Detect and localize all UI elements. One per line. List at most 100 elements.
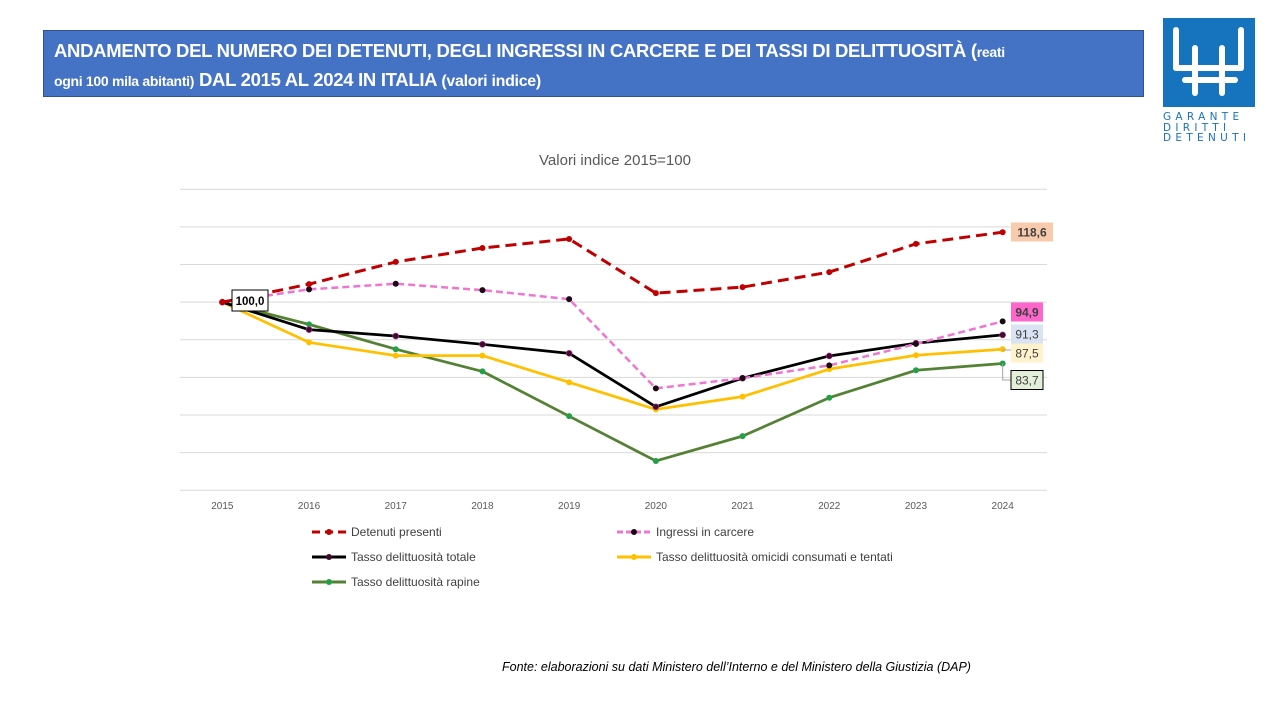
legend-label: Ingressi in carcere bbox=[656, 525, 755, 539]
legend-item: Ingressi in carcere bbox=[615, 525, 754, 539]
chart-title: Valori indice 2015=100 bbox=[539, 152, 691, 169]
data-point bbox=[479, 287, 486, 294]
data-point bbox=[392, 280, 399, 287]
title-small-2: ogni 100 mila abitanti) bbox=[54, 73, 195, 89]
data-point bbox=[999, 229, 1006, 236]
data-point bbox=[912, 240, 919, 247]
garante-h-logo-icon bbox=[1163, 18, 1255, 107]
data-point bbox=[912, 367, 919, 374]
series-line bbox=[222, 230, 1003, 304]
series-detenuti-presenti bbox=[219, 229, 1006, 306]
series-line bbox=[221, 300, 1003, 411]
data-point bbox=[392, 332, 400, 340]
series-tasso-delittuosit-omicidi-consumati-e-tentati bbox=[219, 299, 1006, 413]
title-line-1: ANDAMENTO DEL NUMERO DEI DETENUTI, DEGLI… bbox=[54, 37, 1133, 66]
series-tasso-delittuosit-rapine bbox=[219, 299, 1006, 464]
data-point bbox=[739, 375, 746, 382]
series-tasso-delittuosit-totale bbox=[219, 298, 1006, 411]
title-line2-main: DAL 2015 AL 2024 IN ITALIA bbox=[194, 69, 442, 90]
series-line bbox=[222, 300, 1003, 463]
data-labels: 118,6 94,9 91,3 87,5 83,7 100,0 bbox=[231, 222, 1053, 390]
data-point bbox=[826, 394, 833, 401]
end-label-box bbox=[1011, 324, 1043, 344]
title-main: ANDAMENTO DEL NUMERO DEI DETENUTI, DEGLI… bbox=[54, 40, 977, 61]
end-value-label: 118,6 bbox=[1017, 226, 1047, 240]
series-line bbox=[222, 282, 1003, 390]
label-leader-line bbox=[1002, 363, 1011, 381]
series-ingressi-in-carcere bbox=[219, 280, 1006, 392]
x-tick-label: 2017 bbox=[385, 501, 408, 512]
data-point bbox=[306, 339, 313, 346]
data-point bbox=[739, 284, 746, 291]
h-glyph-icon bbox=[1173, 27, 1244, 96]
end-value-label: 87,5 bbox=[1015, 347, 1039, 361]
legend-label: Tasso delittuosità rapine bbox=[351, 575, 480, 589]
gridlines bbox=[180, 188, 1047, 491]
x-tick-label: 2021 bbox=[731, 501, 754, 512]
data-point bbox=[826, 269, 833, 276]
data-point bbox=[565, 350, 573, 357]
x-tick-label: 2018 bbox=[471, 501, 494, 512]
data-point bbox=[825, 352, 833, 360]
annotation-box bbox=[231, 289, 269, 312]
data-point bbox=[739, 433, 746, 440]
data-point bbox=[912, 340, 919, 347]
data-point bbox=[652, 290, 659, 297]
data-point bbox=[479, 244, 486, 251]
logo-line-3: DETENUTI bbox=[1163, 132, 1251, 144]
data-point bbox=[826, 362, 833, 369]
data-point bbox=[479, 368, 486, 375]
legend-item: Tasso delittuosità rapine bbox=[310, 575, 480, 589]
legend-item: Detenuti presenti bbox=[310, 525, 442, 539]
series-line bbox=[221, 300, 1003, 409]
data-point bbox=[566, 296, 573, 303]
end-label-box bbox=[1010, 370, 1044, 390]
end-value-label: 94,9 bbox=[1015, 306, 1039, 320]
data-point bbox=[306, 281, 313, 288]
data-point bbox=[739, 393, 746, 400]
x-tick-label: 2023 bbox=[905, 501, 928, 512]
legend-item: Tasso delittuosità totale bbox=[310, 550, 476, 564]
logo-line-1: GARANTE bbox=[1163, 111, 1244, 123]
end-label-box bbox=[1011, 222, 1053, 242]
logo-text: GARANTE DIRITTI DETENUTI bbox=[1163, 112, 1255, 144]
data-point bbox=[392, 346, 399, 353]
data-point bbox=[219, 299, 226, 306]
data-point bbox=[305, 326, 313, 333]
legend-swatch-icon bbox=[312, 579, 346, 585]
end-label-box bbox=[1011, 343, 1043, 363]
data-point bbox=[566, 235, 573, 242]
label-leader-line bbox=[1002, 349, 1011, 351]
data-point bbox=[999, 318, 1006, 325]
x-tick-label: 2016 bbox=[298, 501, 321, 512]
x-tick-label: 2015 bbox=[211, 501, 234, 512]
x-tick-label: 2020 bbox=[645, 501, 668, 512]
legend-swatch-icon bbox=[312, 554, 346, 560]
annotation-label: 100,0 bbox=[236, 296, 265, 308]
data-point bbox=[306, 321, 313, 328]
title-small-1: reati bbox=[976, 44, 1005, 60]
x-tick-label: 2024 bbox=[992, 501, 1015, 512]
data-point bbox=[479, 352, 486, 359]
legend-item: Tasso delittuosità omicidi consumati e t… bbox=[615, 550, 893, 564]
legend-swatch-icon bbox=[617, 554, 651, 560]
end-label-box bbox=[1011, 302, 1043, 322]
logo-line-2: DIRITTI bbox=[1163, 121, 1231, 134]
garante-logo: GARANTE DIRITTI DETENUTI bbox=[1163, 18, 1255, 144]
legend-label: Tasso delittuosità totale bbox=[351, 550, 476, 564]
data-point bbox=[392, 352, 399, 359]
title-banner: ANDAMENTO DEL NUMERO DEI DETENUTI, DEGLI… bbox=[43, 30, 1144, 97]
data-point bbox=[566, 379, 573, 386]
data-point bbox=[652, 457, 659, 464]
legend-label: Detenuti presenti bbox=[351, 525, 442, 539]
legend-label: Tasso delittuosità omicidi consumati e t… bbox=[656, 550, 893, 564]
x-axis-ticks: 2015 2016 2017 2018 2019 2020 2021 2022 2023 2024 bbox=[211, 501, 1014, 512]
title-line2-tail: (valori indice) bbox=[441, 73, 541, 90]
x-tick-label: 2022 bbox=[818, 501, 841, 512]
end-value-label: 83,7 bbox=[1015, 374, 1039, 388]
data-point bbox=[912, 352, 919, 359]
data-point bbox=[392, 258, 399, 265]
data-point bbox=[652, 385, 659, 392]
data-point bbox=[999, 331, 1006, 339]
